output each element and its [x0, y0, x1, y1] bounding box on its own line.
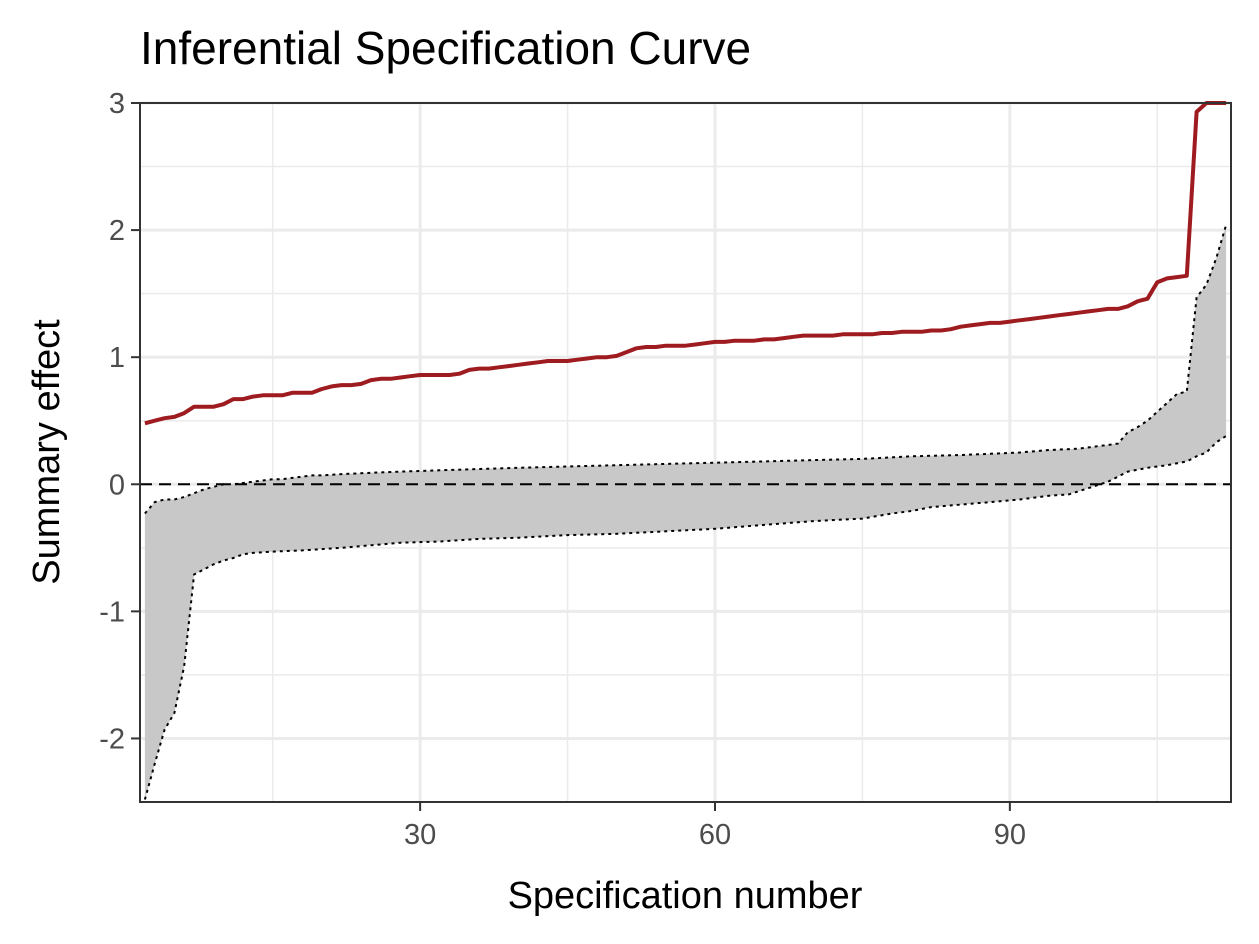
null-distribution-band [144, 225, 1227, 800]
y-axis-title: Summary effect [26, 319, 68, 585]
chart-title: Inferential Specification Curve [140, 22, 751, 74]
y-tick-label: 1 [109, 342, 125, 374]
x-tick-label: 60 [699, 819, 731, 851]
y-tick-label: 2 [109, 215, 125, 247]
lower-bound-line [143, 435, 1227, 800]
x-axis-title: Specification number [508, 875, 863, 917]
y-tick-label: -1 [99, 596, 125, 628]
plot-area: 30 60 90 -2 -1 0 1 2 3 [99, 88, 1232, 851]
observed-curve-line [144, 101, 1227, 426]
y-tick-label: 0 [109, 469, 125, 501]
plot-panel-border [139, 102, 1232, 803]
x-tick-label: 30 [404, 819, 436, 851]
y-tick-label: 3 [109, 88, 125, 120]
y-tick-label: -2 [99, 723, 125, 755]
upper-bound-line [144, 224, 1228, 515]
x-tick-label: 90 [994, 819, 1026, 851]
